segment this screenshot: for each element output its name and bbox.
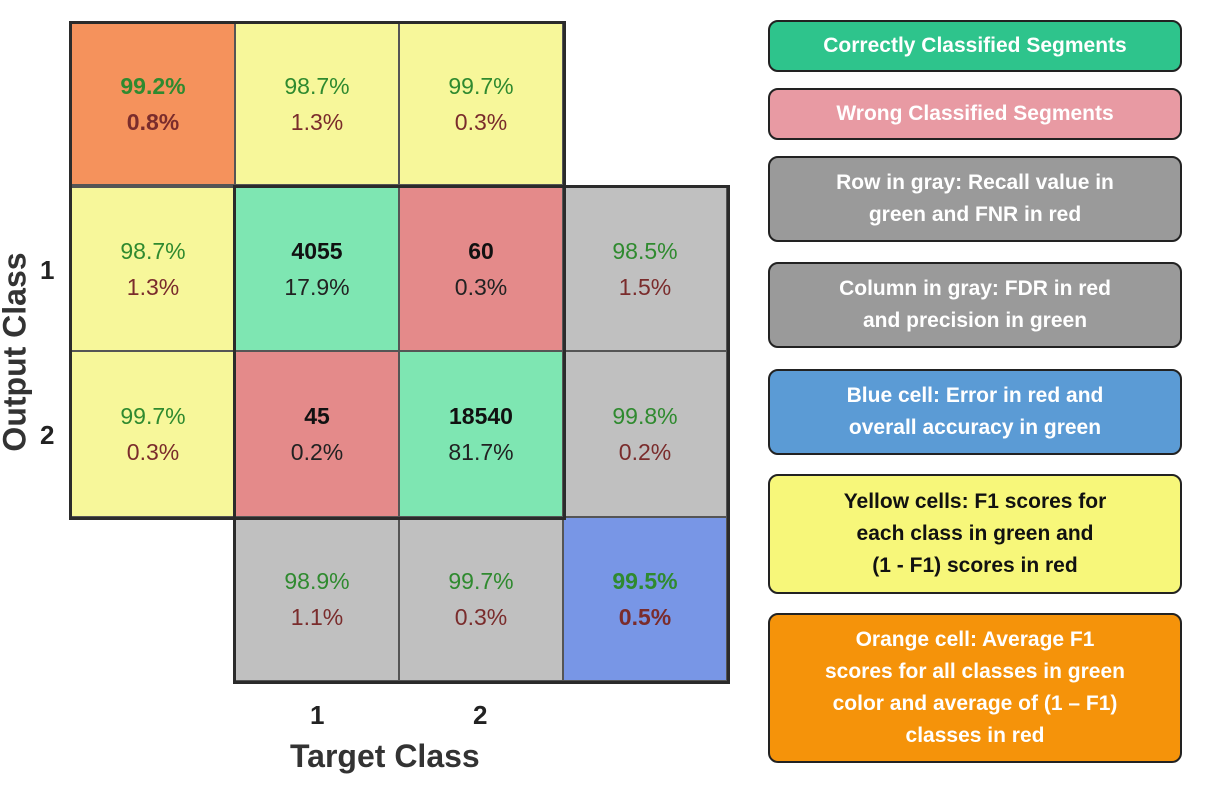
x-tick-1: 1 — [310, 700, 325, 730]
legend-line: each class in green and — [856, 522, 1094, 545]
legend-line: green and FNR in red — [868, 203, 1082, 226]
legend-line: color and average of (1 – F1) — [832, 692, 1118, 715]
legend-line: scores for all classes in green — [825, 660, 1125, 683]
legend-line: overall accuracy in green — [848, 416, 1102, 439]
fnr-value: 1.5% — [618, 274, 672, 300]
cell-precision-col-1: 98.9% 1.1% — [234, 516, 400, 682]
precision-value: 98.9% — [284, 568, 350, 594]
cell-recall-row-2: 99.8% 0.2% — [562, 350, 728, 518]
error-value: 0.5% — [618, 604, 672, 630]
percent-value: 81.7% — [448, 439, 514, 465]
average-f1-value: 99.2% — [120, 73, 186, 99]
legend-yellow-cells: Yellow cells: F1 scores for each class i… — [768, 474, 1182, 594]
legend-line: Orange cell: Average F1 — [855, 628, 1095, 651]
cell-precision-col-2: 99.7% 0.3% — [398, 516, 564, 682]
legend-line: Yellow cells: F1 scores for — [843, 490, 1107, 513]
cell-f1-output-1: 98.7% 1.3% — [70, 186, 236, 352]
count-value: 60 — [468, 238, 494, 264]
average-one-minus-f1-value: 0.8% — [126, 109, 180, 135]
legend-line: Blue cell: Error in red and — [846, 384, 1104, 407]
x-axis-title: Target Class — [290, 738, 480, 774]
legend-line: (1 - F1) scores in red — [872, 554, 1078, 577]
legend-line: Column in gray: FDR in red — [839, 277, 1111, 300]
legend-line: Row in gray: Recall value in — [836, 171, 1114, 194]
f1-value: 99.7% — [120, 403, 186, 429]
cell-f1-target-2: 99.7% 0.3% — [398, 22, 564, 186]
fdr-value: 0.3% — [454, 604, 508, 630]
cell-correct-2-2: 18540 81.7% — [398, 350, 564, 518]
legend-orange-cell: Orange cell: Average F1 scores for all c… — [768, 613, 1182, 763]
cell-average-f1: 99.2% 0.8% — [70, 22, 236, 186]
legend-correct: Correctly Classified Segments — [768, 20, 1182, 72]
count-value: 18540 — [449, 403, 513, 429]
count-value: 45 — [304, 403, 330, 429]
f1-value: 98.7% — [284, 73, 350, 99]
legend-line: and precision in green — [862, 309, 1088, 332]
legend-line: Wrong Classified Segments — [836, 102, 1114, 125]
cell-overall-accuracy: 99.5% 0.5% — [562, 516, 728, 682]
percent-value: 17.9% — [284, 274, 350, 300]
count-value: 4055 — [291, 238, 343, 264]
fnr-value: 0.2% — [618, 439, 672, 465]
cell-recall-row-1: 98.5% 1.5% — [562, 186, 728, 352]
y-axis-title: Output Class — [0, 252, 33, 452]
cell-wrong-1-2: 60 0.3% — [398, 186, 564, 352]
legend-line: Correctly Classified Segments — [823, 34, 1127, 57]
recall-value: 99.8% — [612, 403, 678, 429]
f1-value: 99.7% — [448, 73, 514, 99]
x-tick-2: 2 — [473, 700, 488, 730]
cell-f1-output-2: 99.7% 0.3% — [70, 350, 236, 518]
y-tick-1: 1 — [40, 255, 55, 285]
cell-wrong-2-1: 45 0.2% — [234, 350, 400, 518]
percent-value: 0.3% — [454, 274, 508, 300]
accuracy-value: 99.5% — [612, 568, 678, 594]
one-minus-f1-value: 0.3% — [126, 439, 180, 465]
cell-correct-1-1: 4055 17.9% — [234, 186, 400, 352]
legend-wrong: Wrong Classified Segments — [768, 88, 1182, 140]
f1-value: 98.7% — [120, 238, 186, 264]
one-minus-f1-value: 1.3% — [290, 109, 344, 135]
precision-value: 99.7% — [448, 568, 514, 594]
y-tick-2: 2 — [40, 420, 55, 450]
cell-f1-target-1: 98.7% 1.3% — [234, 22, 400, 186]
percent-value: 0.2% — [290, 439, 344, 465]
one-minus-f1-value: 0.3% — [454, 109, 508, 135]
legend-line: classes in red — [905, 724, 1045, 747]
fdr-value: 1.1% — [290, 604, 344, 630]
legend-row-gray: Row in gray: Recall value in green and F… — [768, 156, 1182, 242]
recall-value: 98.5% — [612, 238, 678, 264]
legend-blue-cell: Blue cell: Error in red and overall accu… — [768, 369, 1182, 455]
one-minus-f1-value: 1.3% — [126, 274, 180, 300]
legend-column-gray: Column in gray: FDR in red and precision… — [768, 262, 1182, 348]
